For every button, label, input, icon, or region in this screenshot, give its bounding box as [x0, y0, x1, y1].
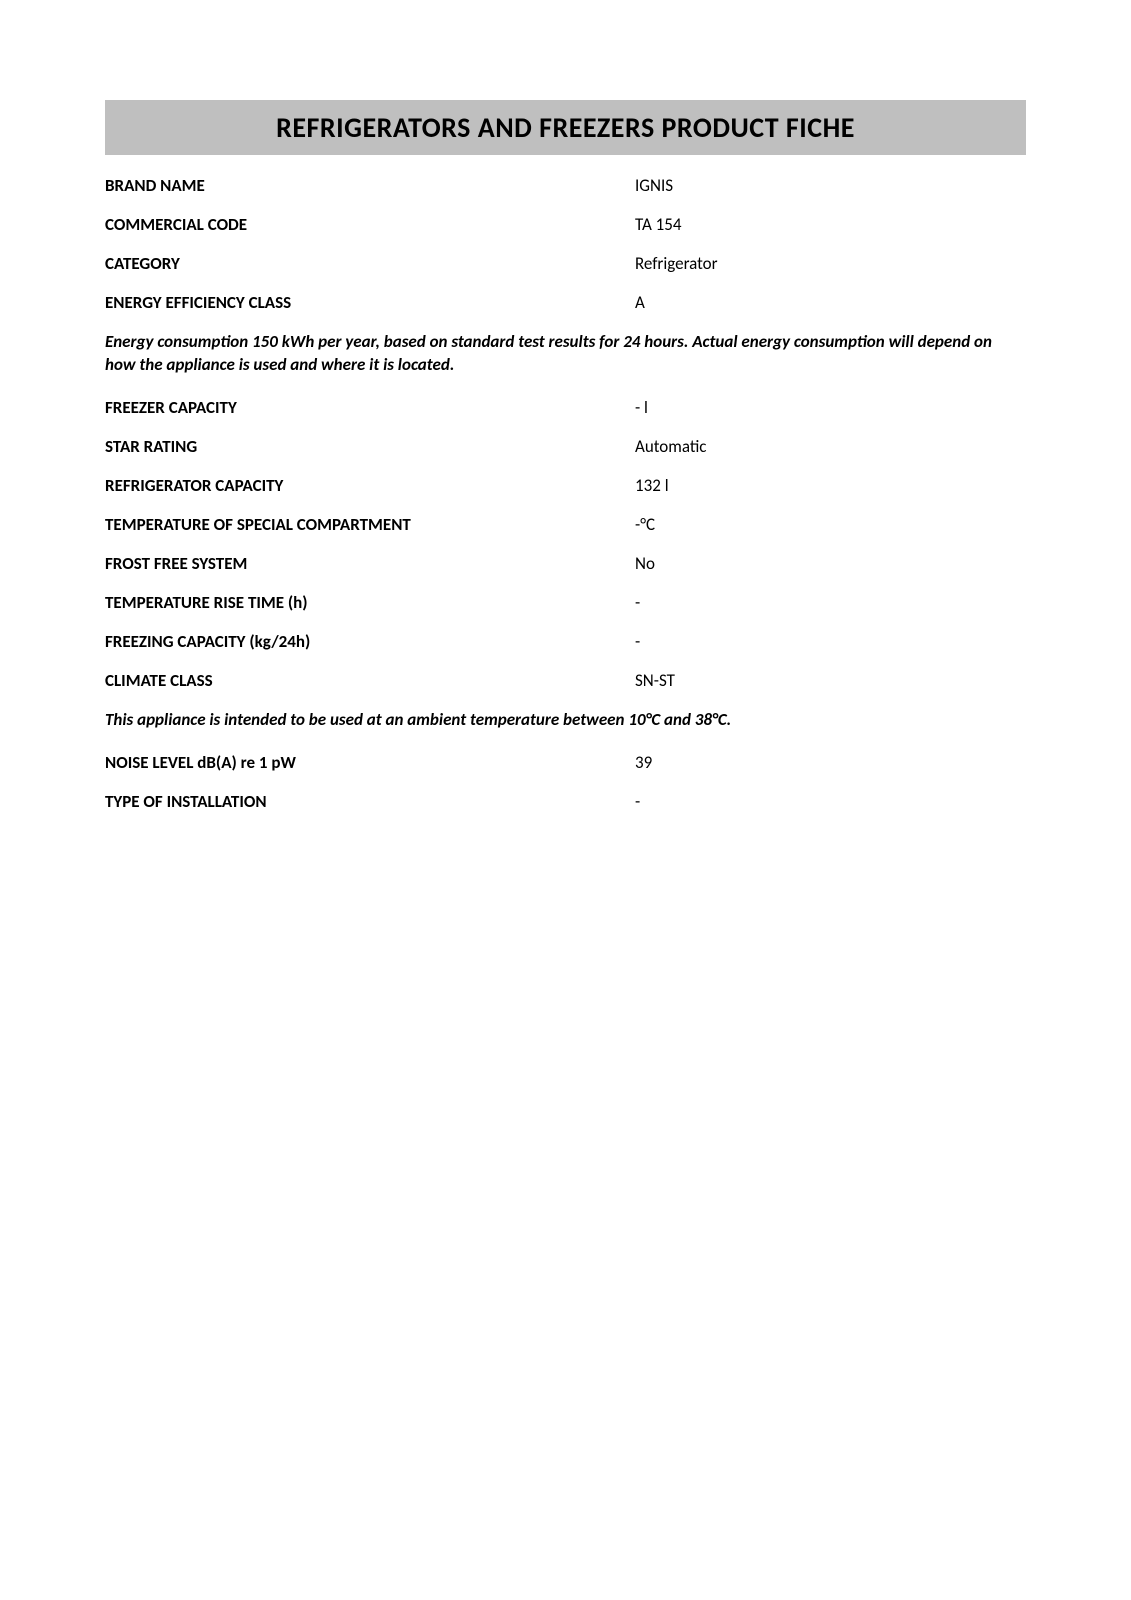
table-row: BRAND NAME IGNIS: [105, 175, 1026, 196]
temp-rise-value: -: [635, 592, 640, 613]
page-title: REFRIGERATORS AND FREEZERS PRODUCT FICHE: [105, 110, 1026, 145]
table-row: REFRIGERATOR CAPACITY 132 l: [105, 475, 1026, 496]
installation-value: -: [635, 791, 640, 812]
commercial-code-value: TA 154: [635, 214, 681, 235]
climate-class-value: SN-ST: [635, 670, 675, 691]
installation-label: TYPE OF INSTALLATION: [105, 791, 635, 812]
category-label: CATEGORY: [105, 253, 635, 274]
special-temp-value: -°C: [635, 514, 655, 535]
energy-class-value: A: [635, 292, 645, 313]
frost-free-value: No: [635, 553, 655, 574]
table-row: FROST FREE SYSTEM No: [105, 553, 1026, 574]
brand-name-label: BRAND NAME: [105, 175, 635, 196]
energy-class-label: ENERGY EFFICIENCY CLASS: [105, 292, 635, 313]
freezing-capacity-label: FREEZING CAPACITY (kg/24h): [105, 631, 635, 652]
table-row: STAR RATING Automatic: [105, 436, 1026, 457]
table-row: TEMPERATURE OF SPECIAL COMPARTMENT -°C: [105, 514, 1026, 535]
freezer-capacity-label: FREEZER CAPACITY: [105, 397, 635, 418]
table-row: TYPE OF INSTALLATION -: [105, 791, 1026, 812]
refrigerator-capacity-label: REFRIGERATOR CAPACITY: [105, 475, 635, 496]
freezer-capacity-value: - l: [635, 397, 648, 418]
star-rating-value: Automatic: [635, 436, 707, 457]
climate-class-label: CLIMATE CLASS: [105, 670, 635, 691]
table-row: CATEGORY Refrigerator: [105, 253, 1026, 274]
table-row: COMMERCIAL CODE TA 154: [105, 214, 1026, 235]
table-row: CLIMATE CLASS SN-ST: [105, 670, 1026, 691]
special-temp-label: TEMPERATURE OF SPECIAL COMPARTMENT: [105, 514, 635, 535]
frost-free-label: FROST FREE SYSTEM: [105, 553, 635, 574]
table-row: TEMPERATURE RISE TIME (h) -: [105, 592, 1026, 613]
category-value: Refrigerator: [635, 253, 718, 274]
table-row: FREEZING CAPACITY (kg/24h) -: [105, 631, 1026, 652]
table-row: ENERGY EFFICIENCY CLASS A: [105, 292, 1026, 313]
ambient-note: This appliance is intended to be used at…: [105, 709, 1026, 732]
noise-level-label: NOISE LEVEL dB(A) re 1 pW: [105, 752, 635, 773]
title-bar: REFRIGERATORS AND FREEZERS PRODUCT FICHE: [105, 100, 1026, 155]
brand-name-value: IGNIS: [635, 175, 673, 196]
commercial-code-label: COMMERCIAL CODE: [105, 214, 635, 235]
refrigerator-capacity-value: 132 l: [635, 475, 669, 496]
table-row: FREEZER CAPACITY - l: [105, 397, 1026, 418]
noise-level-value: 39: [635, 752, 652, 773]
freezing-capacity-value: -: [635, 631, 640, 652]
energy-note: Energy consumption 150 kWh per year, bas…: [105, 331, 1026, 377]
star-rating-label: STAR RATING: [105, 436, 635, 457]
temp-rise-label: TEMPERATURE RISE TIME (h): [105, 592, 635, 613]
table-row: NOISE LEVEL dB(A) re 1 pW 39: [105, 752, 1026, 773]
